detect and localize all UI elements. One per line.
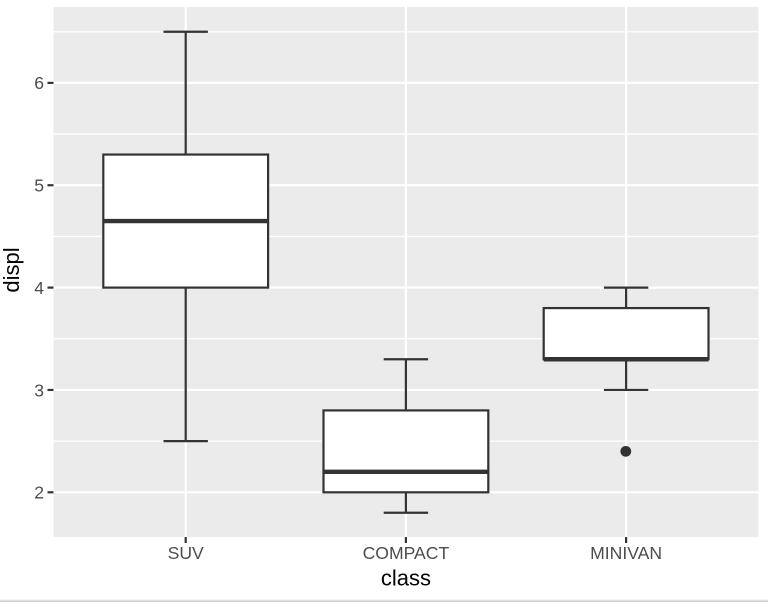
svg-text:4: 4 [34, 278, 44, 298]
svg-text:MINIVAN: MINIVAN [590, 543, 662, 563]
svg-text:6: 6 [34, 73, 44, 93]
svg-text:3: 3 [34, 380, 44, 400]
svg-text:SUV: SUV [168, 543, 204, 563]
svg-text:2: 2 [34, 483, 44, 503]
svg-text:COMPACT: COMPACT [363, 543, 450, 563]
svg-text:displ: displ [0, 247, 24, 292]
svg-text:5: 5 [34, 176, 44, 196]
svg-text:class: class [381, 565, 431, 590]
